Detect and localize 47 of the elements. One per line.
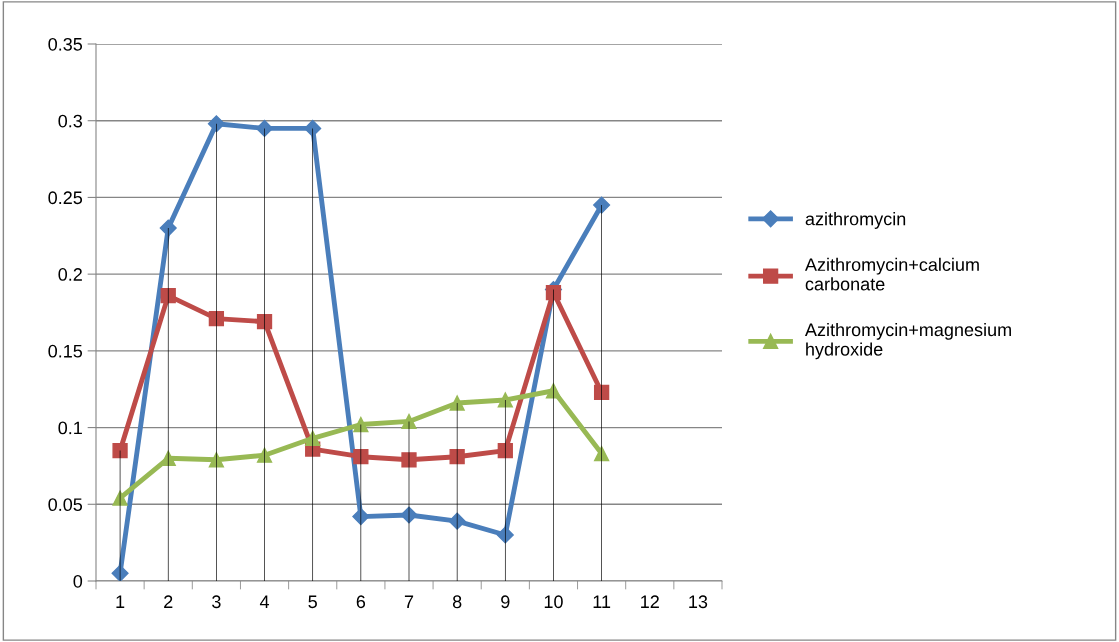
point xyxy=(208,310,225,327)
x-tick-label: 12 xyxy=(641,595,659,608)
x-tick-label: 1 xyxy=(116,595,125,608)
point xyxy=(400,506,418,524)
point xyxy=(304,119,322,137)
point xyxy=(593,196,611,214)
point xyxy=(112,490,128,506)
legend-label: Azithromycin+calcium carbonate xyxy=(804,257,979,291)
y-tick-label: 0.35 xyxy=(48,37,83,51)
x-tick-label: 8 xyxy=(452,595,462,609)
point xyxy=(353,449,369,465)
point xyxy=(448,512,466,530)
point xyxy=(545,284,562,301)
y-tick-label: 0.2 xyxy=(58,268,82,281)
x-tick-label: 3 xyxy=(212,595,221,609)
y-tick-label: 0.05 xyxy=(48,498,83,512)
point xyxy=(401,452,417,468)
legend-label: Azithromycin+magnesium hydroxide xyxy=(804,322,1011,360)
point xyxy=(256,314,273,330)
y-tick-label: 0.25 xyxy=(48,191,83,205)
x-tick-label: 11 xyxy=(593,595,611,608)
point xyxy=(112,442,128,459)
x-tick-label: 6 xyxy=(356,595,366,609)
point xyxy=(497,442,513,459)
x-tick-label: 5 xyxy=(308,595,317,609)
point xyxy=(497,392,513,408)
y-tick-label: 0.1 xyxy=(58,421,82,435)
point xyxy=(352,508,370,526)
point xyxy=(449,449,465,465)
y-tick-label: 0.3 xyxy=(58,114,83,128)
point xyxy=(401,413,417,430)
point xyxy=(449,395,465,411)
point xyxy=(353,416,369,433)
point xyxy=(160,287,176,304)
x-tick-label: 9 xyxy=(501,595,510,609)
x-tick-label: 10 xyxy=(544,595,563,609)
point xyxy=(111,564,129,581)
y-tick-label: 0 xyxy=(73,574,83,588)
x-tick-label: 4 xyxy=(259,595,270,608)
y-tick-label: 0.15 xyxy=(48,344,83,358)
point xyxy=(159,219,177,237)
point xyxy=(593,384,610,400)
x-tick-label: 2 xyxy=(164,595,173,608)
x-tick-label: 13 xyxy=(689,595,708,609)
legend-label: azithromycin xyxy=(805,212,906,229)
x-tick-label: 7 xyxy=(404,595,414,608)
point xyxy=(207,115,225,133)
